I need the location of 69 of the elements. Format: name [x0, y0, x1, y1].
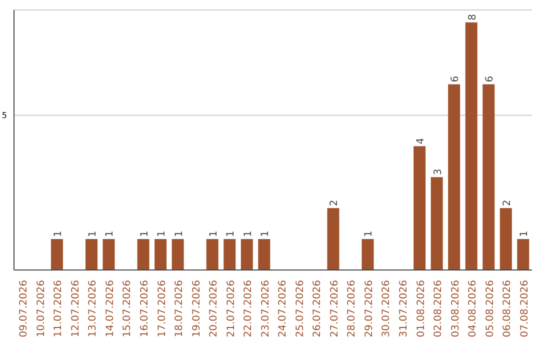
bar [465, 22, 478, 270]
x-tick-label: 05.08.2026 [484, 280, 496, 338]
x-tick-label: 09.07.2026 [18, 280, 30, 338]
bar [482, 84, 495, 270]
bar [172, 239, 184, 270]
x-tick-label: 11.07.2026 [53, 280, 64, 338]
x-tick-label: 27.07.2026 [329, 280, 340, 338]
data-label: 1 [139, 230, 150, 238]
x-tick-label: 19.07.2026 [191, 280, 202, 338]
x-tick-label: 16.07.2026 [140, 280, 150, 338]
bar [448, 84, 460, 270]
data-label: 1 [226, 230, 237, 238]
x-tick-label: 15.07.2026 [122, 280, 134, 338]
bar [517, 239, 530, 270]
bar [137, 239, 150, 270]
x-tick-label: 21.07.2026 [226, 280, 237, 338]
data-label: 1 [519, 230, 530, 238]
x-tick-label: 29.07.2026 [364, 280, 375, 338]
x-tick-label: 25.07.2026 [294, 280, 306, 338]
bar [414, 146, 426, 270]
bar [224, 239, 236, 270]
x-tick-label: 26.07.2026 [312, 280, 324, 338]
bar [102, 239, 115, 270]
data-label: 2 [502, 200, 513, 206]
x-tick-label: 12.07.2026 [70, 280, 82, 338]
bar [154, 239, 167, 270]
data-label: 1 [364, 230, 375, 238]
x-tick-label: 03.08.2026 [450, 280, 462, 338]
x-tick-label: 30.07.2026 [381, 280, 392, 338]
data-label: 6 [450, 76, 462, 82]
x-tick-label: 28.07.2026 [346, 280, 358, 338]
bar [50, 239, 63, 270]
bar [258, 239, 270, 270]
data-label: 1 [87, 230, 98, 238]
data-label: 1 [52, 230, 64, 238]
data-label: 1 [174, 230, 185, 238]
bar [327, 208, 340, 270]
x-tick-label: 01.08.2026 [416, 280, 427, 338]
bar [500, 208, 512, 270]
data-label: 1 [242, 230, 254, 238]
bar [206, 239, 218, 270]
data-label: 2 [329, 200, 340, 206]
y-tick-label: 5 [2, 111, 7, 120]
data-label: 6 [484, 76, 496, 82]
x-tick-label: 04.08.2026 [468, 280, 479, 338]
x-tick-label: 24.07.2026 [278, 280, 289, 338]
x-tick-label: 10.07.2026 [36, 280, 47, 338]
data-label: 1 [208, 230, 220, 238]
x-tick-label: 07.08.2026 [519, 280, 530, 338]
x-tick-label: 14.07.2026 [104, 280, 116, 338]
data-label: 1 [260, 230, 272, 238]
bar [430, 177, 443, 270]
bar [85, 239, 98, 270]
data-label: 4 [416, 138, 427, 144]
x-tick-label: 13.07.2026 [88, 280, 99, 338]
data-label: 8 [467, 14, 478, 20]
x-tick-label: 17.07.2026 [156, 280, 168, 338]
data-label: 3 [432, 168, 444, 176]
bar [240, 239, 253, 270]
x-tick-label: 06.08.2026 [502, 280, 514, 338]
data-label: 1 [156, 230, 168, 238]
x-tick-label: 18.07.2026 [174, 280, 186, 338]
x-tick-label: 22.07.2026 [243, 280, 254, 338]
x-tick-label: 02.08.2026 [433, 280, 444, 338]
x-tick-label: 23.07.2026 [260, 280, 272, 338]
x-tick-label: 31.07.2026 [398, 280, 410, 338]
bar [362, 239, 374, 270]
data-label: 1 [104, 230, 116, 238]
x-tick-label: 20.07.2026 [208, 280, 220, 338]
